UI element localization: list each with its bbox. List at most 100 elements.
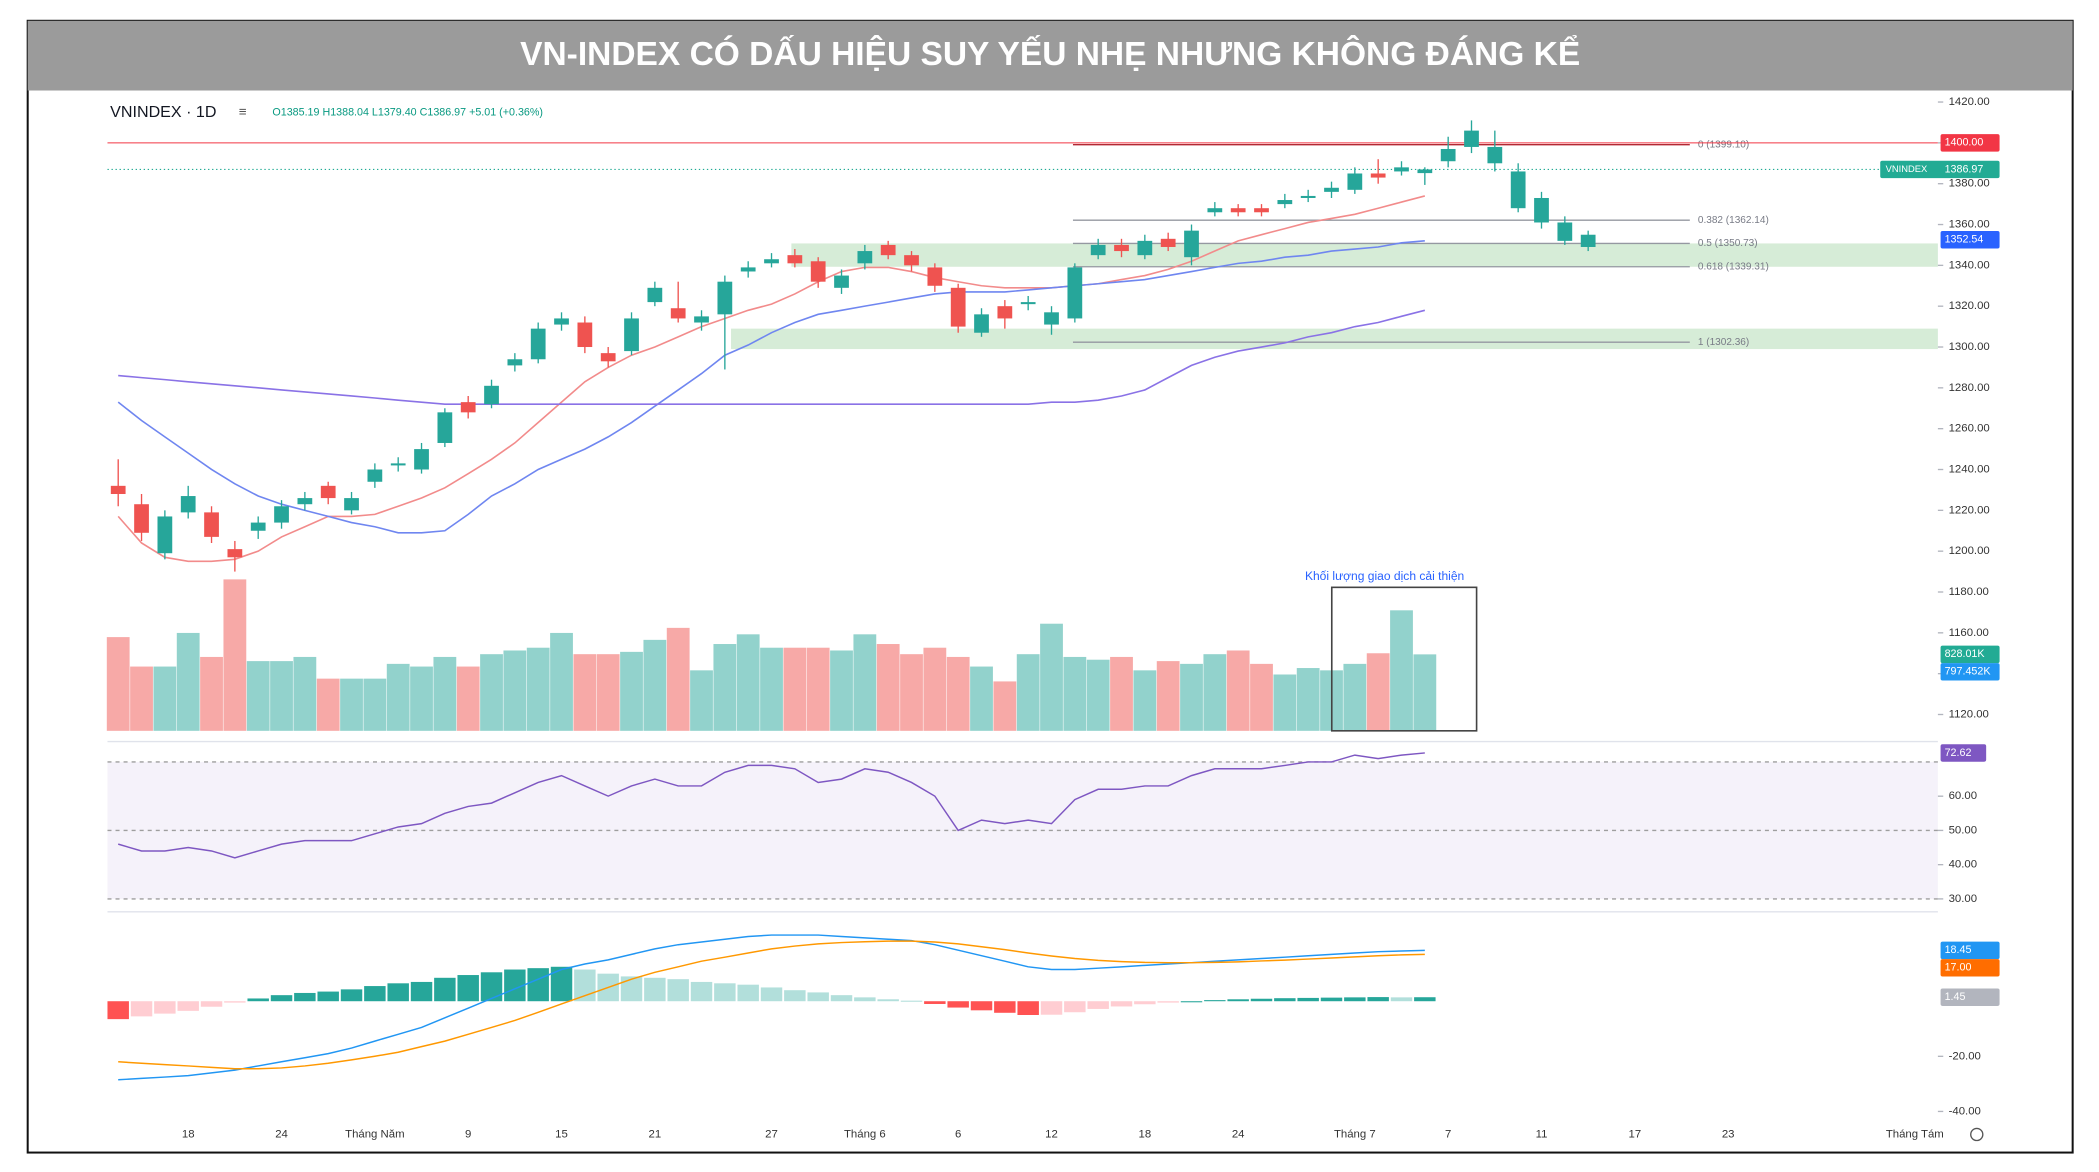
macd-histogram: [294, 992, 316, 1002]
volume-bar: [713, 644, 737, 731]
macd-histogram: [130, 1001, 153, 1017]
y-tick-label: -40.00: [1949, 1105, 1981, 1117]
tag-label: 828.01K: [1945, 648, 1986, 660]
volume-bar: [480, 654, 503, 731]
settings-icon[interactable]: [1970, 1127, 1984, 1142]
candle-body: [1090, 244, 1106, 256]
candle-body: [134, 504, 149, 533]
candle-body: [1020, 302, 1036, 305]
volume-bar: [573, 654, 597, 731]
candle-body: [647, 287, 663, 303]
candle-body: [297, 498, 313, 505]
candle-body: [1300, 195, 1316, 198]
volume-bar: [1250, 663, 1273, 731]
y-tick-label: 1200.00: [1949, 545, 1990, 557]
volume-bar: [223, 579, 247, 731]
macd-histogram: [270, 995, 293, 1002]
y-tick-label: 1360.00: [1949, 219, 1990, 231]
volume-bar: [1413, 654, 1437, 731]
tag-label: 17.00: [1945, 962, 1972, 974]
x-tick-label: 23: [1722, 1128, 1735, 1140]
x-tick-label: Tháng Tám: [1886, 1128, 1944, 1140]
menu-icon: ≡: [239, 104, 247, 119]
y-tick-label: 1240.00: [1949, 464, 1990, 476]
x-tick-label: 9: [465, 1128, 471, 1140]
y-tick-label: 1320.00: [1949, 300, 1990, 312]
rsi-band: [107, 761, 1938, 899]
candle-body: [1580, 234, 1596, 247]
macd-histogram: [1017, 1001, 1039, 1015]
candle-body: [180, 496, 196, 513]
y-tick-label: 1420.00: [1949, 96, 1990, 108]
volume-bar: [200, 656, 223, 731]
support-zone: [731, 328, 1938, 350]
volume-bar: [1016, 654, 1040, 731]
value-tag: [1940, 941, 2000, 960]
macd-histogram: [340, 989, 363, 1002]
x-tick-label: 27: [765, 1128, 778, 1140]
value-tag: [1940, 959, 2000, 977]
y-tick-label: 40.00: [1949, 859, 1977, 871]
candle-body: [600, 353, 616, 362]
macd-histogram: [690, 981, 713, 1002]
candle-body: [997, 306, 1013, 319]
candle-body: [624, 318, 639, 352]
macd-histogram: [1134, 1001, 1156, 1005]
volume-bar: [270, 661, 293, 731]
rsi-line: [117, 752, 1425, 859]
macd-histogram: [154, 1001, 176, 1014]
candle-body: [274, 506, 289, 523]
macd-histogram: [317, 991, 339, 1002]
y-tick-label: 1300.00: [1949, 341, 1990, 353]
tag-label: 1400.00: [1945, 137, 1984, 149]
volume-bar: [1110, 656, 1133, 731]
volume-bar: [970, 666, 993, 731]
annotation-box: [1330, 586, 1478, 732]
fib-label: 0.382 (1362.14): [1698, 215, 1769, 226]
macd-histogram: [830, 995, 853, 1002]
volume-bar: [176, 632, 200, 731]
candle-body: [1277, 200, 1293, 205]
y-tick-label: 1180.00: [1949, 586, 1989, 598]
volume-bar: [106, 637, 130, 731]
candle-body: [390, 463, 406, 466]
moving-average: [117, 195, 1426, 563]
macd-histogram: [1204, 1000, 1226, 1002]
macd-histogram: [527, 968, 549, 1002]
macd-histogram: [1040, 1001, 1063, 1015]
macd-histogram: [480, 972, 503, 1002]
tag-label: 18.45: [1945, 944, 1972, 956]
candle-body: [1394, 167, 1409, 172]
x-tick-label: 24: [1232, 1128, 1245, 1140]
y-tick-label: 50.00: [1949, 824, 1977, 836]
candle-body: [1207, 208, 1223, 213]
candle-body: [227, 549, 243, 558]
candle-body: [1370, 173, 1386, 178]
volume-bar: [900, 654, 923, 731]
macd-histogram: [107, 1001, 129, 1020]
value-tag: [1940, 134, 2000, 152]
candle-body: [1440, 148, 1456, 162]
x-tick-label: 12: [1045, 1128, 1058, 1140]
macd-histogram: [410, 981, 433, 1002]
macd-histogram: [784, 990, 806, 1002]
tag-label: 1352.54: [1945, 234, 1984, 246]
ohlc-legend: O1385.19 H1388.04 L1379.40 C1386.97 +5.0…: [272, 106, 543, 118]
x-tick-label: 17: [1629, 1128, 1642, 1140]
candle-body: [787, 255, 803, 264]
x-tick-label: 18: [1139, 1128, 1152, 1140]
volume-bar: [503, 650, 527, 731]
macd-histogram: [947, 1001, 969, 1008]
volume-bar: [1063, 656, 1087, 731]
fib-label: 0.618 (1339.31): [1698, 261, 1769, 272]
plot: 0 (1399.10) 0.382 (1362.14) 0.5 (1350.73) 0…: [106, 96, 2000, 1140]
fib-label: 0 (1399.10): [1698, 139, 1749, 150]
volume-bar: [386, 663, 410, 731]
candle-body: [670, 308, 686, 319]
x-tick-label: 15: [555, 1128, 568, 1140]
volume-bar: [1180, 663, 1203, 731]
x-tick-label: Tháng 6: [844, 1128, 886, 1140]
volume-bar: [1366, 653, 1390, 731]
candle-body: [834, 275, 849, 288]
volume-bar: [783, 647, 807, 731]
